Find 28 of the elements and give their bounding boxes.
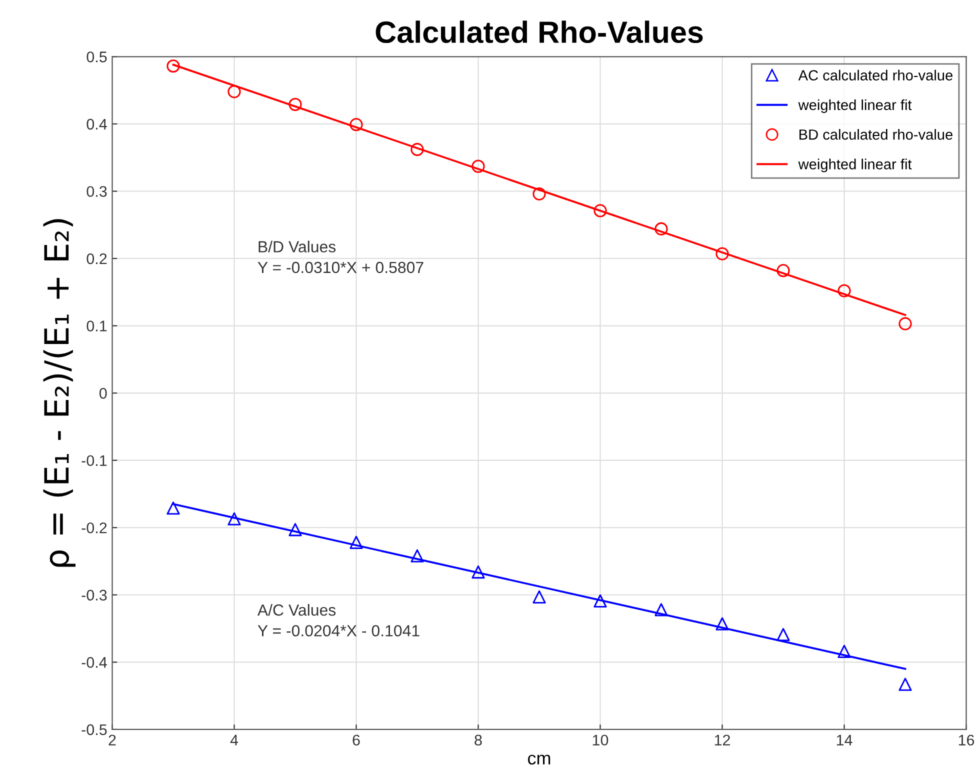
y-tick-label: 0.5 — [86, 52, 107, 62]
legend-label: BD calculated rho-value — [799, 129, 952, 140]
annotation: A/C Values Y = -0.0204*X - 0.1041 — [257, 604, 420, 636]
y-tick-label: -0.1 — [82, 455, 107, 466]
x-tick-label: 12 — [714, 734, 730, 746]
x-tick-label: 14 — [836, 734, 852, 746]
y-tick-label: 0.3 — [86, 186, 107, 197]
y-tick-label: -0.3 — [82, 590, 107, 601]
x-axis-title: cm — [528, 754, 550, 765]
x-tick-label: 10 — [592, 734, 608, 746]
annotation: B/D Values Y = -0.0310*X + 0.5807 — [258, 240, 424, 274]
legend-label: weighted linear fit — [798, 158, 912, 172]
y-tick-label: -0.5 — [82, 724, 107, 736]
x-tick-label: 6 — [352, 734, 360, 746]
x-tick-label: 8 — [474, 734, 482, 746]
x-tick-label: 4 — [230, 734, 238, 746]
legend-label: weighted linear fit — [798, 99, 912, 114]
y-tick-label: 0 — [99, 388, 107, 399]
x-tick-label: 2 — [108, 734, 116, 746]
y-tick-label: 0.4 — [86, 118, 107, 130]
y-tick-label: -0.4 — [82, 657, 107, 668]
y-axis-title: ρ = (E₁ - E₂)/(E₁ + E₂) — [43, 219, 76, 567]
y-tick-label: 0.2 — [86, 253, 107, 264]
y-tick-label: 0.1 — [86, 320, 107, 332]
chart-title: Calculated Rho-Values — [376, 20, 703, 44]
y-tick-label: -0.2 — [82, 522, 107, 534]
x-tick-label: 16 — [958, 734, 974, 746]
legend-label: AC calculated rho-value — [798, 70, 952, 80]
